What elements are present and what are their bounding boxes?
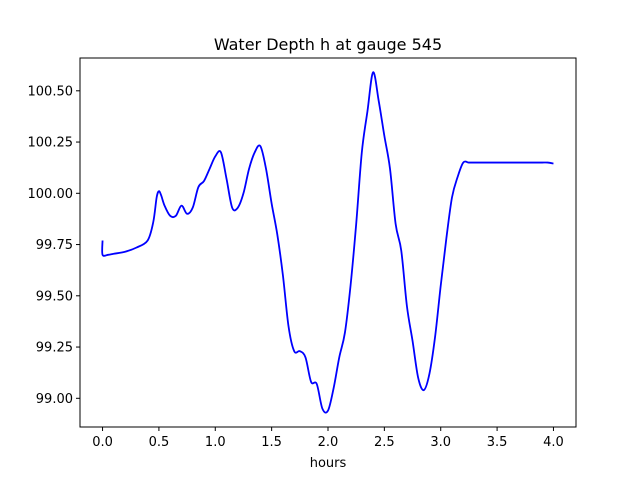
y-tick-label: 99.50: [36, 289, 73, 304]
series-layer: [101, 71, 554, 414]
y-tick-label: 99.75: [36, 238, 73, 253]
x-axis-ticks: 0.0 0.5 1.0 1.5 2.0 2.5 3.0 3.5 4.0: [92, 427, 564, 450]
series-line-0: [101, 71, 554, 414]
y-tick-label: 100.25: [28, 136, 74, 151]
x-tick-label: 1.5: [261, 435, 282, 450]
y-tick-label: 99.00: [36, 392, 73, 407]
x-tick-label: 1.0: [205, 435, 226, 450]
chart-title: Water Depth h at gauge 545: [214, 35, 442, 54]
y-tick-label: 99.25: [36, 341, 73, 356]
y-tick-label: 100.50: [28, 84, 74, 99]
x-tick-label: 3.0: [430, 435, 451, 450]
x-tick-label: 0.5: [149, 435, 170, 450]
x-tick-label: 4.0: [543, 435, 564, 450]
y-axis-ticks: 99.00 99.25 99.50 99.75 100.00 100.25 100.50: [28, 84, 80, 407]
x-tick-label: 0.0: [92, 435, 113, 450]
x-tick-label: 3.5: [487, 435, 508, 450]
y-tick-label: 100.00: [28, 187, 74, 202]
x-axis-label: hours: [310, 456, 347, 471]
x-tick-label: 2.5: [374, 435, 395, 450]
plot-frame: [79, 57, 577, 428]
x-tick-label: 2.0: [318, 435, 339, 450]
